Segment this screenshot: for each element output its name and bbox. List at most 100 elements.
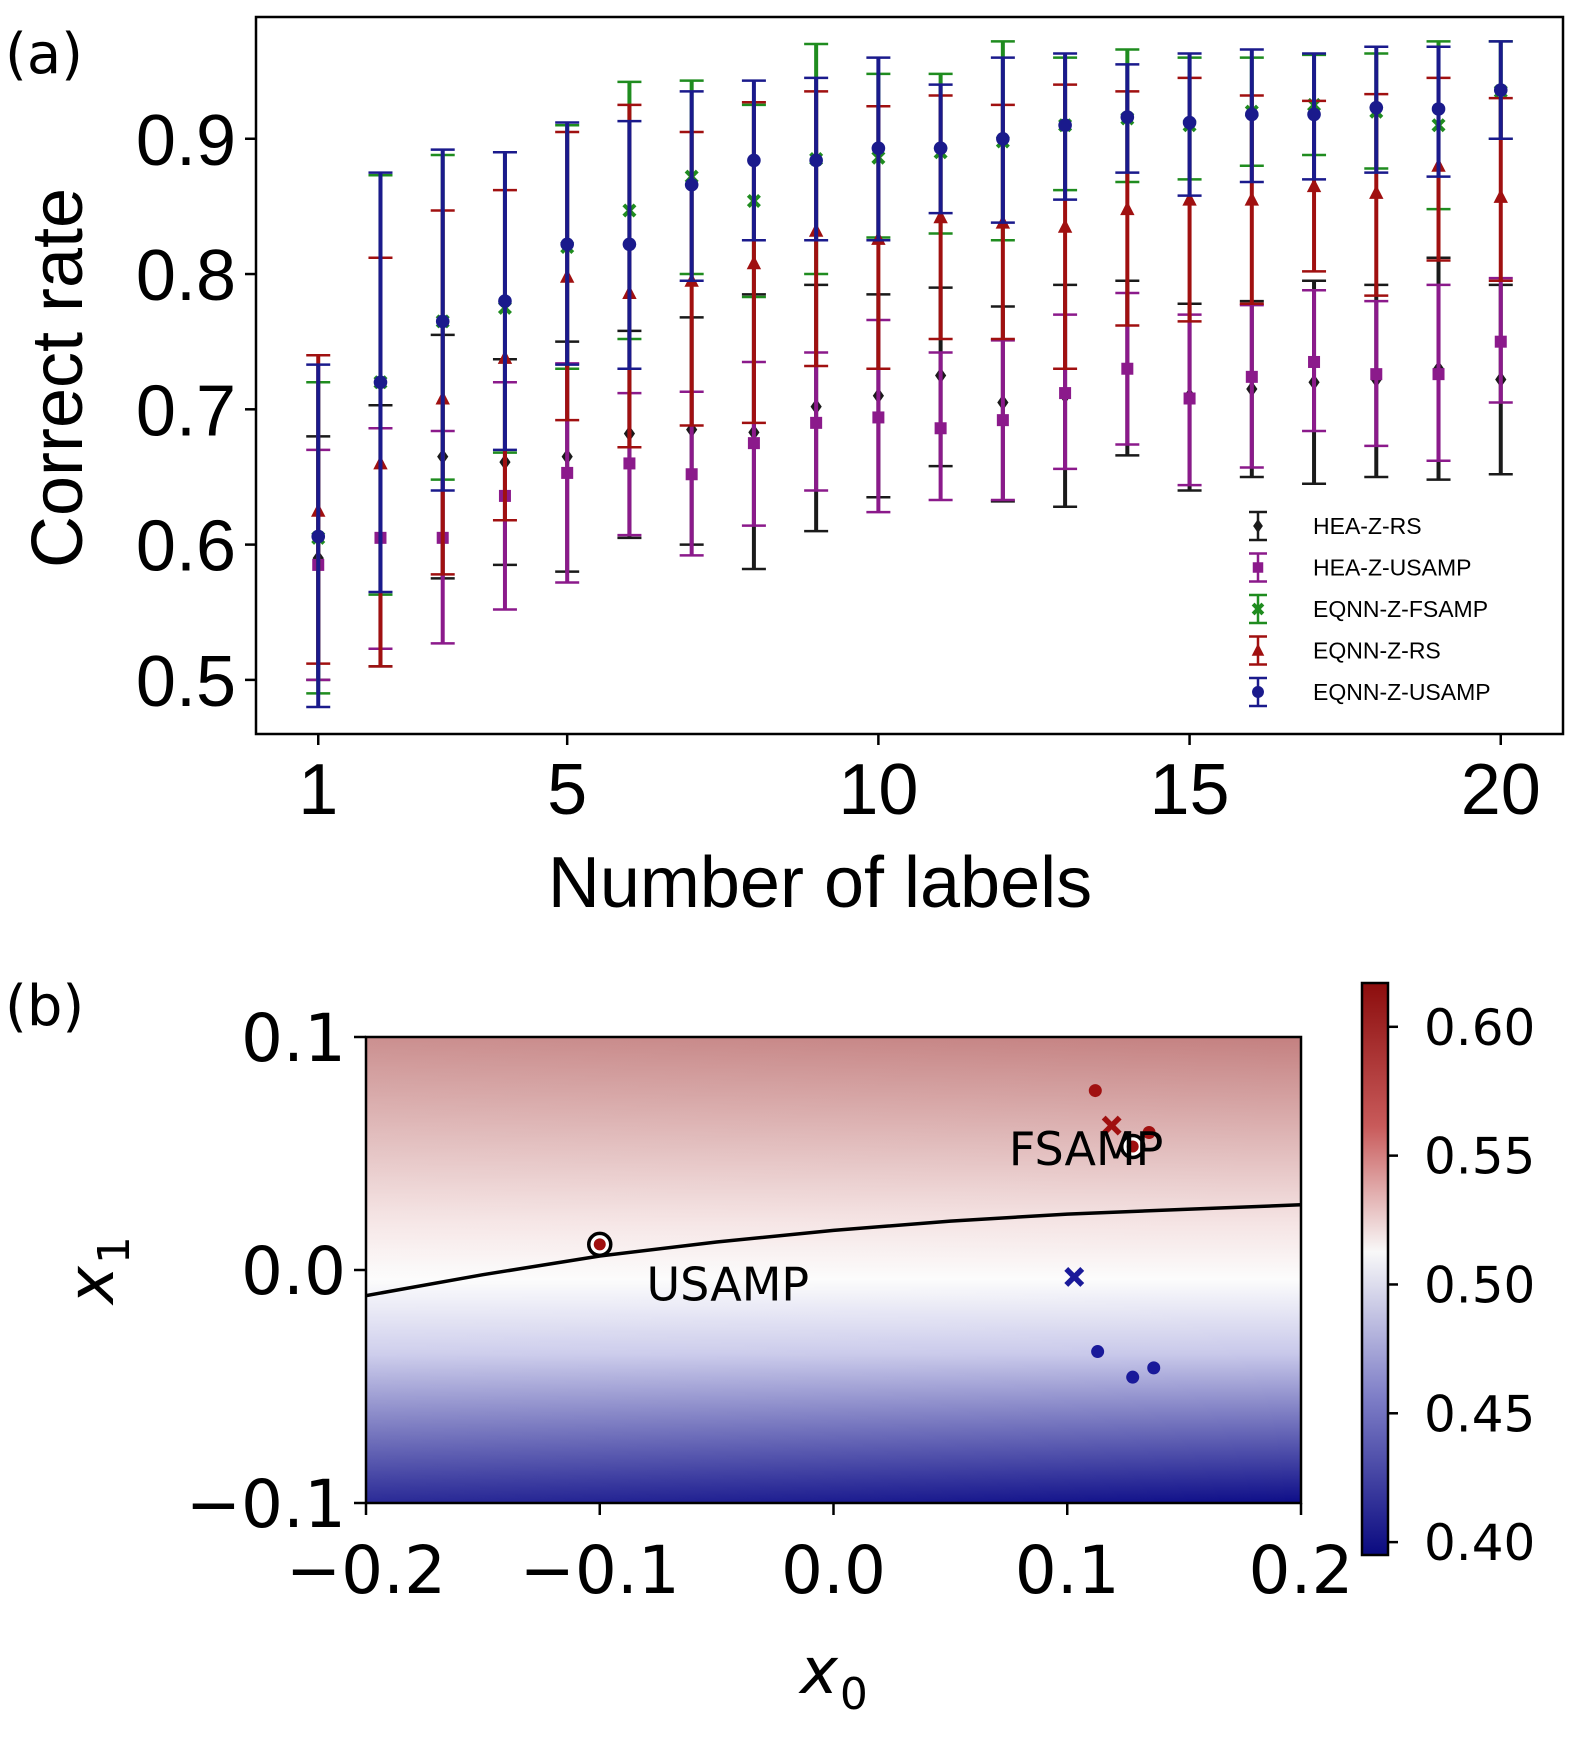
selected-point — [587, 1231, 613, 1258]
data-point — [933, 141, 948, 156]
decision-boundary — [366, 1203, 1301, 1298]
b-y-tick-label: −0.1 — [186, 1466, 346, 1543]
data-point — [1308, 355, 1321, 368]
cross-stroke — [1101, 1115, 1122, 1136]
legend-item: HEA-Z-RS — [1249, 510, 1422, 542]
b-y-axis-sub: 1 — [89, 1236, 140, 1264]
b-y-ticks: −0.1 0.0 0.1 — [186, 1000, 366, 1543]
data-point — [871, 141, 886, 156]
legend-marker — [1252, 686, 1264, 698]
panel-a-label: (a) — [5, 22, 83, 87]
legend-marker-stroke2 — [1251, 602, 1265, 616]
b-y-tick-label: 0.0 — [241, 1233, 346, 1310]
colorbar — [1360, 981, 1390, 1557]
legend-marker — [1251, 643, 1265, 656]
a-y-tick-label: 0.5 — [136, 642, 236, 722]
legend-marker — [1251, 602, 1265, 616]
data-point — [1147, 1361, 1161, 1375]
a-series-layer — [306, 40, 1513, 709]
colorbar-tick-label: 0.50 — [1424, 1256, 1535, 1314]
b-y-tick-label: 0.1 — [241, 1000, 346, 1077]
data-point — [1432, 368, 1445, 381]
b-points-layer — [587, 1084, 1161, 1384]
colorbar-tick-label: 0.45 — [1424, 1385, 1535, 1443]
b-y-axis-base: x — [55, 1265, 129, 1306]
legend-label: EQNN-Z-FSAMP — [1313, 596, 1488, 622]
data-point — [996, 414, 1009, 427]
b-x-tick-label: 0.2 — [1249, 1532, 1354, 1609]
data-point — [435, 314, 450, 329]
data-point — [1245, 107, 1259, 122]
data-point — [685, 468, 698, 481]
panel-a: (a) 0.50.60.70.80.9 1 5 10 15 20 Number of l… — [5, 15, 1565, 923]
data-point — [872, 411, 885, 424]
data-point — [1369, 184, 1384, 199]
data-point — [373, 375, 388, 390]
a-y-tick-label: 0.8 — [136, 236, 236, 316]
data-point — [747, 437, 760, 450]
cross-marker — [1101, 1115, 1122, 1136]
cross-marker — [1064, 1267, 1085, 1287]
data-point — [934, 422, 947, 435]
a-y-tick-label: 0.9 — [136, 101, 236, 181]
legend-item: EQNN-Z-FSAMP — [1249, 593, 1488, 625]
data-point — [1058, 118, 1072, 133]
data-point — [1493, 83, 1508, 97]
b-x-ticks: −0.2 −0.1 0.0 0.1 0.2 — [286, 1503, 1354, 1609]
legend-item: EQNN-Z-USAMP — [1249, 676, 1491, 708]
a-y-tick-label: 0.7 — [136, 371, 236, 451]
b-y-axis-label: x1 — [55, 1236, 140, 1306]
legend-marker — [1252, 562, 1264, 573]
data-point — [1369, 100, 1384, 115]
data-point — [311, 529, 326, 544]
selected-dot — [1126, 1140, 1139, 1153]
a-x-tick-label: 15 — [1150, 750, 1230, 830]
selected-dot — [593, 1238, 606, 1251]
data-point — [746, 255, 762, 270]
b-x-axis-base: x — [798, 1635, 839, 1709]
data-point — [560, 237, 574, 252]
data-point — [1091, 1345, 1105, 1359]
data-point — [1182, 115, 1197, 130]
legend-item: HEA-Z-USAMP — [1249, 552, 1471, 583]
region-label: USAMP — [647, 1257, 810, 1311]
data-point — [1120, 110, 1135, 124]
legend-label: EQNN-Z-RS — [1313, 638, 1441, 664]
a-x-tick-label: 20 — [1461, 750, 1541, 830]
data-point — [1183, 392, 1196, 405]
data-point — [623, 457, 636, 470]
data-point — [747, 153, 761, 168]
a-x-ticks: 1 5 10 15 20 — [298, 734, 1541, 830]
b-annotations-layer: FSAMP USAMP — [647, 1122, 1164, 1311]
cross-stroke — [1064, 1267, 1085, 1287]
data-point — [1142, 1126, 1156, 1140]
selected-point — [1119, 1133, 1146, 1160]
legend-label: HEA-Z-USAMP — [1313, 555, 1471, 581]
a-x-tick-label: 5 — [547, 750, 587, 830]
data-point — [684, 177, 699, 192]
a-y-axis-label: Correct rate — [18, 188, 98, 568]
data-point — [1493, 188, 1508, 203]
a-y-tick-label: 0.6 — [136, 507, 236, 587]
data-point — [1431, 102, 1446, 116]
b-x-tick-label: 0.0 — [781, 1532, 886, 1609]
data-point — [1494, 335, 1507, 348]
data-point — [1120, 201, 1135, 216]
panel-b-label: (b) — [5, 974, 84, 1039]
a-x-tick-label: 1 — [298, 750, 338, 830]
data-point — [622, 237, 637, 252]
data-point — [1307, 107, 1321, 122]
data-point — [809, 153, 823, 168]
data-point — [1306, 178, 1322, 193]
data-point — [810, 416, 823, 429]
data-point — [1244, 191, 1260, 206]
region-label: FSAMP — [1009, 1122, 1164, 1176]
a-y-ticks: 0.5 0.6 0.7 0.8 0.9 — [136, 101, 256, 722]
data-point — [1057, 218, 1073, 233]
b-x-tick-label: 0.1 — [1015, 1532, 1120, 1609]
data-point — [1245, 370, 1258, 383]
data-point — [498, 294, 512, 308]
colorbar-tick-label: 0.55 — [1424, 1128, 1535, 1186]
